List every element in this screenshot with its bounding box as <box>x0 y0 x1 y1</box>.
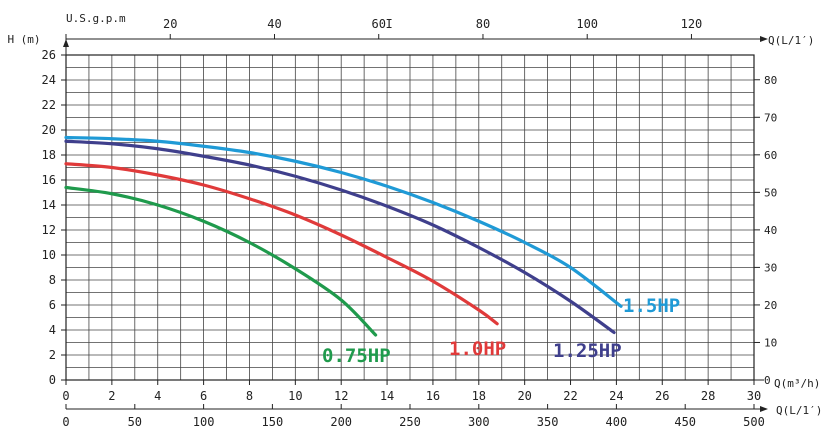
left-tick-label: 24 <box>42 73 56 87</box>
plot-frame <box>65 54 755 381</box>
left-tick-label: 16 <box>42 173 56 187</box>
left-tick-label: 22 <box>42 98 56 112</box>
m3h-tick-label: 30 <box>747 389 761 403</box>
m3h-tick-label: 8 <box>246 389 253 403</box>
curve-label-1_5HP: 1.5HP <box>623 295 680 317</box>
left-axis-arrow <box>63 39 69 47</box>
lpm-axis-title: Q(L/1′) <box>776 404 822 417</box>
top-axis-arrow <box>760 36 768 42</box>
m3h-axis-title: Q(m³/h) <box>774 377 820 390</box>
curve-label-1_25HP: 1.25HP <box>553 340 622 362</box>
m3h-tick-label: 24 <box>609 389 623 403</box>
right-tick-label: 50 <box>764 186 777 199</box>
curve-0_75HP <box>64 185 378 337</box>
m3h-tick-label: 28 <box>701 389 715 403</box>
grid <box>65 54 755 381</box>
right-tick-label: 80 <box>764 74 777 87</box>
lpm-tick-label: 300 <box>468 415 490 429</box>
right-tick-label: 0 <box>764 374 771 387</box>
right-tick-label: 10 <box>764 336 777 349</box>
m3h-tick-label: 18 <box>472 389 486 403</box>
lpm-tick-label: 450 <box>674 415 696 429</box>
m3h-tick-label: 26 <box>655 389 669 403</box>
m3h-tick-label: 4 <box>154 389 161 403</box>
curve-1_25HP <box>64 139 616 335</box>
top-right-axis-title: Q(L/1′) <box>768 34 814 47</box>
m3h-tick-label: 10 <box>288 389 302 403</box>
left-tick-label: 12 <box>42 223 56 237</box>
lpm-tick-label: 0 <box>62 415 69 429</box>
usgpm-tick-label: 120 <box>681 17 703 31</box>
usgpm-tick-label: 20 <box>163 17 177 31</box>
usgpm-tick-label: 40 <box>267 17 281 31</box>
lpm-tick-label: 100 <box>193 415 215 429</box>
right-tick-label: 70 <box>764 111 777 124</box>
m3h-tick-label: 16 <box>426 389 440 403</box>
usgpm-tick-label: 80 <box>476 17 490 31</box>
curve-label-0_75HP: 0.75HP <box>322 345 391 367</box>
m3h-tick-label: 20 <box>517 389 531 403</box>
lpm-axis-arrow <box>760 406 768 412</box>
left-tick-label: 0 <box>49 373 56 387</box>
left-tick-label: 4 <box>49 323 56 337</box>
m3h-tick-label: 0 <box>62 389 69 403</box>
top-axis-marker: I <box>386 17 393 31</box>
curve-1_0HP <box>64 162 499 326</box>
usgpm-axis-title: U.S.g.p.m <box>66 12 126 25</box>
lpm-tick-label: 200 <box>330 415 352 429</box>
lpm-tick-label: 350 <box>537 415 559 429</box>
right-tick-label: 20 <box>764 299 777 312</box>
usgpm-tick-label: 60 <box>372 17 386 31</box>
curve-labels: 0.75HP 1.0HP 1.25HP 1.5HP <box>322 295 680 367</box>
m3h-tick-label: 12 <box>334 389 348 403</box>
m3h-tick-label: 22 <box>563 389 577 403</box>
curve-label-1_0HP: 1.0HP <box>449 338 506 360</box>
m3h-tick-label: 2 <box>108 389 115 403</box>
right-tick-label: 60 <box>764 149 777 162</box>
m3h-tick-label: 14 <box>380 389 394 403</box>
left-axis-title: H (m) <box>7 33 40 46</box>
left-tick-label: 10 <box>42 248 56 262</box>
left-tick-label: 14 <box>42 198 56 212</box>
right-tick-label: 40 <box>764 224 777 237</box>
left-tick-label: 18 <box>42 148 56 162</box>
lpm-tick-label: 250 <box>399 415 421 429</box>
left-tick-label: 6 <box>49 298 56 312</box>
lpm-tick-label: 400 <box>606 415 628 429</box>
left-tick-label: 20 <box>42 123 56 137</box>
lpm-tick-label: 50 <box>128 415 142 429</box>
left-tick-label: 26 <box>42 48 56 62</box>
lpm-tick-label: 500 <box>743 415 765 429</box>
left-tick-label: 8 <box>49 273 56 287</box>
curve-1_5HP <box>64 135 623 308</box>
right-tick-label: 30 <box>764 261 777 274</box>
left-tick-label: 2 <box>49 348 56 362</box>
axes <box>63 34 768 412</box>
m3h-tick-label: 6 <box>200 389 207 403</box>
usgpm-tick-label: 100 <box>576 17 598 31</box>
curves <box>64 135 623 337</box>
lpm-tick-label: 150 <box>262 415 284 429</box>
